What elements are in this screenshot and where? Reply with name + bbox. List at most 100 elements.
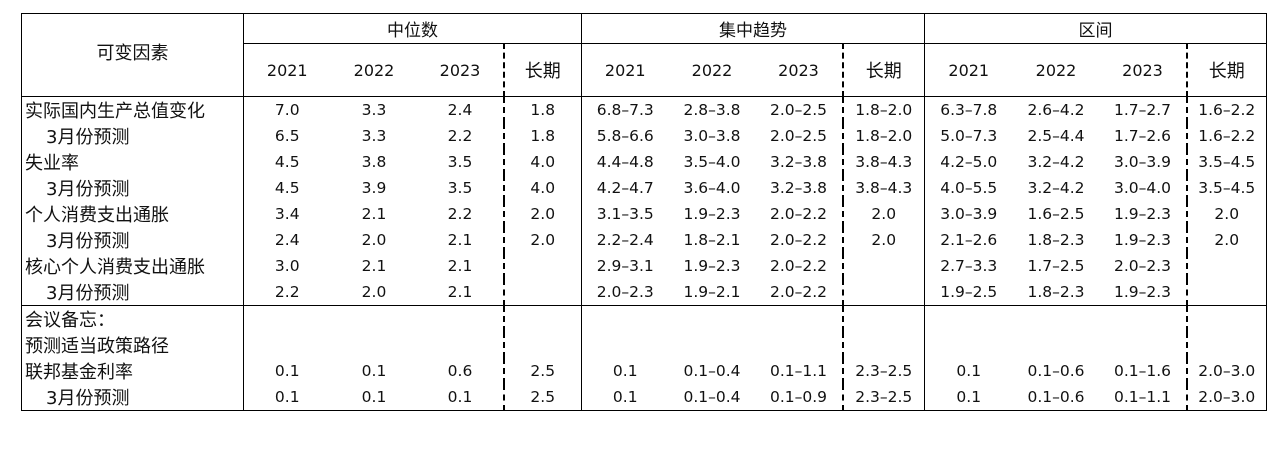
- table-cell: 5.8–6.6: [581, 123, 669, 149]
- table-cell: 3.5: [447, 153, 473, 171]
- table-cell: 2.0–2.2: [769, 257, 828, 275]
- table-cell: 3.5–4.5: [1185, 149, 1267, 175]
- table-cell: 0.1–0.6: [1027, 362, 1085, 380]
- row-label: 个人消费支出通胀: [25, 205, 169, 226]
- table-cell: 2.1: [447, 257, 473, 275]
- table-cell: 3.9: [361, 179, 387, 197]
- table-cell: 1.6–2.2: [1185, 123, 1267, 149]
- table-cell: 3.0: [243, 253, 331, 279]
- table-cell: 4.2–5.0: [924, 149, 1013, 175]
- empty-cell: [581, 305, 669, 332]
- variable-header: 可变因素: [21, 13, 244, 97]
- table-cell: 0.1: [924, 358, 1013, 384]
- empty-cell: [502, 305, 582, 332]
- header-row-groups: 可变因素 中位数 集中趋势 区间: [21, 13, 1267, 97]
- table-cell: 6.8–7.3: [581, 96, 669, 123]
- table-cell: 2.0: [841, 201, 925, 227]
- table-cell: 2.0: [502, 201, 582, 227]
- table-cell: 2.0–3.0: [1185, 358, 1267, 384]
- empty-cell: [243, 305, 331, 332]
- table-cell: 2.8–3.8: [683, 101, 741, 119]
- empty-cell: [417, 305, 504, 332]
- table-cell: 2.1: [361, 257, 387, 275]
- table-cell: 0.1: [581, 358, 669, 384]
- table-cell: 1.6–2.2: [1185, 96, 1267, 123]
- table-cell: 3.0–4.0: [1113, 179, 1172, 197]
- table-cell: 3.2–4.2: [1027, 153, 1085, 171]
- row-label: 3月份预测: [46, 283, 130, 304]
- table-cell: 1.7–2.5: [1027, 257, 1085, 275]
- table-cell: 0.1: [361, 362, 387, 380]
- table-cell: 2.0–2.2: [769, 231, 828, 249]
- table-cell: 1.9–2.3: [683, 205, 741, 223]
- table-cell: 3.2–4.2: [1027, 179, 1085, 197]
- table-cell: 2.1: [447, 231, 473, 249]
- table-cell: 2.2: [243, 279, 331, 306]
- table-cell: 0.1: [447, 388, 473, 406]
- table-cell: 2.0–2.2: [769, 205, 828, 223]
- table-cell: 2.0–2.2: [769, 283, 828, 301]
- table-cell: 1.8–2.3: [1027, 231, 1085, 249]
- year-header: 2021: [924, 43, 1013, 97]
- empty-cell: [1185, 332, 1267, 358]
- empty-cell: [502, 332, 582, 358]
- table-cell: 2.9–3.1: [581, 253, 669, 279]
- table-cell: 2.4: [447, 101, 473, 119]
- group-header-median: 中位数: [243, 13, 582, 44]
- table-cell: 1.7–2.7: [1113, 101, 1172, 119]
- empty-cell: [668, 305, 756, 332]
- table-row: 联邦基金利率 0.1 0.1 0.6 2.5 0.1 0.1–0.4 0.1–1.1 2.3–2…: [22, 358, 1267, 384]
- table-cell: 2.5: [502, 384, 582, 411]
- table-cell: [841, 279, 925, 306]
- group-header-central-tendency: 集中趋势: [581, 13, 925, 44]
- empty-cell: [841, 305, 925, 332]
- table-cell: 3.0–3.9: [924, 201, 1013, 227]
- table-cell: 2.1: [361, 205, 387, 223]
- table-cell: 0.1: [243, 384, 331, 411]
- empty-cell: [924, 332, 1013, 358]
- table-cell: 1.8: [502, 123, 582, 149]
- table-cell: 2.6–4.2: [1027, 101, 1085, 119]
- table-cell: 3.8–4.3: [841, 175, 925, 201]
- table-cell: 2.3–2.5: [841, 384, 925, 411]
- table-cell: 2.1–2.6: [924, 227, 1013, 253]
- table-cell: 1.8–2.0: [841, 123, 925, 149]
- projections-table-container: 可变因素 中位数 集中趋势 区间 2021 2022 2023 长期 2021 2022 2…: [21, 13, 1267, 431]
- table-cell: 1.9–2.3: [683, 257, 741, 275]
- table-cell: 2.7–3.3: [924, 253, 1013, 279]
- table-cell: [502, 253, 582, 279]
- year-header: 2021: [581, 43, 669, 97]
- table-cell: 4.0: [502, 175, 582, 201]
- table-cell: 2.0–2.5: [769, 101, 828, 119]
- table-cell: 2.2: [447, 205, 473, 223]
- table-cell: 5.0–7.3: [924, 123, 1013, 149]
- table-cell: 0.1–1.1: [1113, 388, 1172, 406]
- table-cell: 3.1–3.5: [581, 201, 669, 227]
- table-cell: 2.5–4.4: [1027, 127, 1085, 145]
- table-cell: 1.9–2.3: [1113, 231, 1172, 249]
- table-cell: 6.5: [243, 123, 331, 149]
- year-header: 2021: [243, 43, 331, 97]
- year-header: 2023: [778, 60, 819, 80]
- table-cell: 3.3: [361, 127, 387, 145]
- long-run-header: 长期: [502, 43, 582, 97]
- table-cell: 2.0–2.3: [581, 279, 669, 306]
- table-cell: 6.3–7.8: [924, 96, 1013, 123]
- table-cell: 1.9–2.1: [683, 283, 741, 301]
- table-cell: 0.1: [581, 384, 669, 411]
- table-cell: [1185, 253, 1267, 279]
- table-row: 3月份预测 2.2 2.0 2.1 2.0–2.3 1.9–2.1 2.0–2.2 1.9–2…: [22, 279, 1267, 306]
- table-cell: 2.4: [243, 227, 331, 253]
- table-row: 3月份预测 2.4 2.0 2.1 2.0 2.2–2.4 1.8–2.1 2.0–2.2 2.…: [22, 227, 1267, 253]
- table-cell: 0.1–0.6: [1027, 388, 1085, 406]
- table-cell: 0.1–0.4: [683, 388, 741, 406]
- table-cell: 1.9–2.3: [1113, 283, 1172, 301]
- long-run-header: 长期: [1185, 43, 1267, 97]
- empty-cell: [755, 305, 843, 332]
- table-cell: 2.0: [841, 227, 925, 253]
- table-cell: 2.2–2.4: [581, 227, 669, 253]
- table-cell: 3.5–4.5: [1185, 175, 1267, 201]
- header-row-years: 2021 2022 2023 长期 2021 2022 2023 长期 2021 2022 2023…: [21, 43, 1267, 97]
- empty-cell: [1185, 305, 1267, 332]
- row-label: 实际国内生产总值变化: [25, 101, 205, 122]
